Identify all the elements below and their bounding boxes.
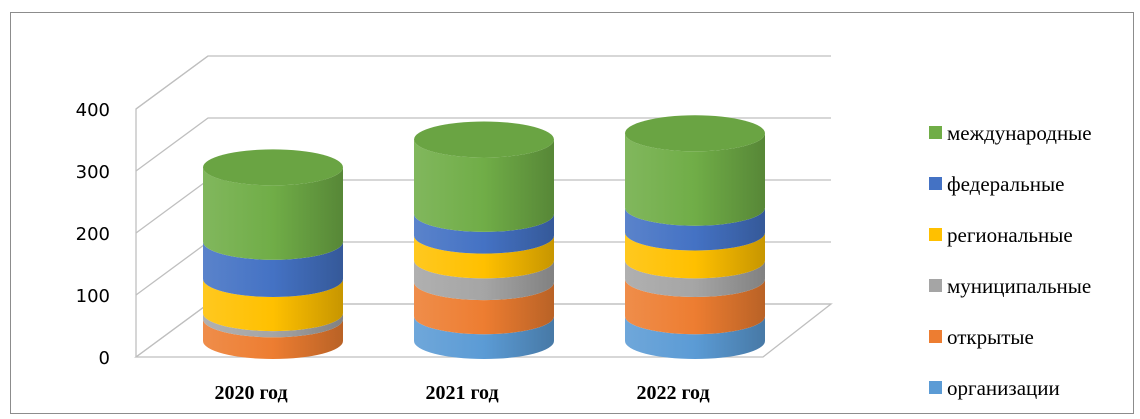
bar-segment: [414, 235, 554, 279]
legend-swatch: [929, 228, 942, 241]
bar-segment: [625, 207, 765, 251]
legend-swatch: [929, 126, 942, 139]
bar-segment: [414, 282, 554, 335]
bar-segment: [203, 319, 343, 359]
legend-swatch: [929, 177, 942, 190]
y-tick-label: 100: [76, 286, 110, 307]
bar-top: [414, 121, 554, 158]
gridline: [135, 55, 831, 110]
bar-top: [625, 115, 765, 152]
bar-segment: [625, 133, 765, 226]
legend-label: организации: [947, 376, 1060, 400]
legend-item: международные: [929, 121, 1092, 145]
bar-stack: [625, 115, 765, 359]
legend-item: региональные: [929, 223, 1073, 247]
bar-segment: [203, 167, 343, 260]
legend-item: открытые: [929, 325, 1034, 349]
x-category-label: 2022 год: [636, 382, 709, 404]
gridline: [135, 117, 831, 172]
chart-frame: 0 100 200 300 400 2020 год 2021 год 2022 год м…: [10, 12, 1134, 414]
bar-stack: [203, 149, 343, 359]
y-tick-label: 200: [76, 224, 110, 245]
x-axis-categories: 2020 год 2021 год 2022 год: [214, 382, 709, 404]
bar-segment: [414, 213, 554, 254]
bar-segment: [414, 316, 554, 359]
legend-item: муниципальные: [929, 274, 1091, 298]
bar-segment: [203, 279, 343, 332]
x-category-label: 2021 год: [425, 382, 498, 404]
bar-segment: [625, 260, 765, 297]
legend-label: открытые: [947, 325, 1034, 349]
bar-segment: [625, 279, 765, 335]
legend-swatch: [929, 279, 942, 292]
bar-segment: [625, 232, 765, 279]
legend-label: региональные: [947, 223, 1073, 247]
y-axis-ticks: 0 100 200 300 400: [76, 100, 110, 369]
y-tick-label: 0: [99, 348, 110, 369]
x-category-label: 2020 год: [214, 382, 287, 404]
legend-item: организации: [929, 376, 1060, 400]
bar-stack: [414, 121, 554, 359]
legend-swatch: [929, 330, 942, 343]
chart-plot: 0 100 200 300 400 2020 год 2021 год 2022 год м…: [76, 55, 1092, 404]
legend-label: международные: [947, 121, 1092, 145]
bar-segment: [414, 139, 554, 232]
bar-segment: [203, 241, 343, 297]
bar-segment: [414, 260, 554, 301]
y-tick-label: 300: [76, 162, 110, 183]
legend-item: федеральные: [929, 172, 1064, 196]
chart-legend: международные федеральные региональные муни…: [929, 121, 1092, 400]
bar-segment: [203, 313, 343, 338]
y-tick-label: 400: [76, 100, 110, 121]
bar-top: [203, 149, 343, 186]
chart-bars: [203, 115, 765, 359]
legend-label: федеральные: [947, 172, 1064, 196]
bar-segment: [625, 316, 765, 359]
legend-label: муниципальные: [947, 274, 1091, 298]
legend-swatch: [929, 381, 942, 394]
